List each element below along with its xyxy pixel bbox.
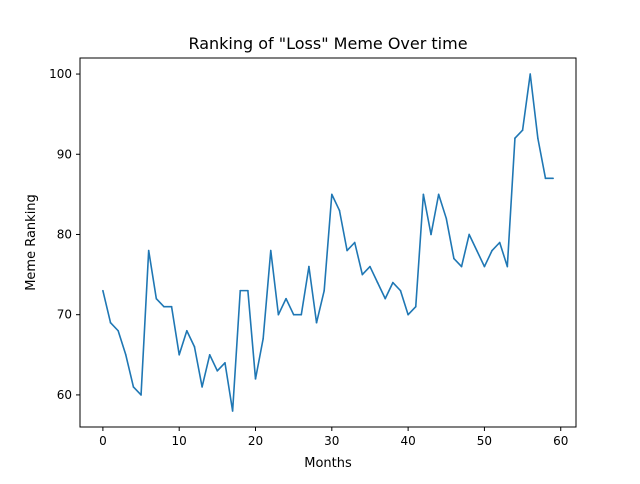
data-point: [491, 249, 493, 252]
data-point: [323, 289, 325, 292]
data-point: [498, 241, 501, 244]
data-point: [186, 329, 188, 332]
data-point: [468, 233, 470, 236]
data-point: [430, 233, 432, 236]
y-axis-label: Meme Ranking: [24, 194, 39, 291]
data-point: [155, 297, 158, 300]
data-point: [521, 129, 524, 131]
data-point: [102, 289, 104, 292]
data-point: [109, 321, 112, 324]
data-point: [384, 297, 387, 300]
y-tick-label: 60: [57, 388, 72, 402]
data-point: [132, 386, 135, 388]
x-tick-label: 10: [172, 434, 187, 448]
axes-frame: [79, 57, 577, 428]
data-point: [514, 137, 516, 140]
data-point: [338, 209, 341, 212]
data-point: [277, 313, 280, 316]
data-point: [163, 305, 165, 308]
data-point: [262, 337, 264, 340]
data-point: [445, 217, 448, 220]
series-line-0: [102, 73, 554, 412]
data-point: [140, 394, 142, 396]
data-point: [552, 177, 554, 180]
data-point: [147, 249, 150, 252]
data-point: [193, 345, 196, 348]
data-point: [178, 354, 180, 356]
x-tick-label: 60: [553, 434, 568, 448]
data-point: [285, 297, 287, 300]
data-point: [506, 265, 509, 268]
data-point: [247, 289, 249, 292]
x-tick-label: 50: [477, 434, 492, 448]
data-point: [331, 193, 333, 196]
data-point: [269, 249, 272, 252]
data-point: [422, 193, 425, 196]
data-point: [529, 73, 532, 75]
y-tick-label: 90: [57, 147, 72, 161]
chart-title: Ranking of "Loss" Meme Over time: [188, 34, 467, 53]
data-point: [292, 313, 295, 316]
data-point: [124, 354, 127, 356]
y-tick-label: 100: [49, 67, 72, 81]
data-point: [254, 378, 257, 380]
data-point: [308, 265, 310, 268]
x-axis-label: Months: [304, 456, 352, 471]
data-point: [315, 321, 318, 324]
data-point: [414, 305, 417, 308]
data-point: [353, 241, 356, 244]
data-point: [460, 265, 463, 268]
data-point: [483, 265, 486, 268]
data-point: [407, 313, 409, 316]
data-point: [300, 313, 303, 316]
x-tick-label: 0: [99, 434, 107, 448]
data-point: [537, 137, 539, 140]
data-point: [239, 289, 242, 292]
data-point: [453, 257, 455, 260]
y-tick-label: 80: [57, 227, 72, 241]
data-point: [392, 281, 394, 284]
data-point: [224, 362, 226, 364]
data-point: [544, 177, 547, 180]
data-point: [216, 370, 219, 372]
y-tick-label: 70: [57, 308, 72, 322]
data-point: [376, 281, 379, 284]
data-point: [201, 386, 203, 388]
data-point: [231, 410, 234, 412]
data-point: [361, 273, 364, 276]
data-point: [476, 249, 478, 252]
x-tick-label: 40: [400, 434, 415, 448]
data-point: [399, 289, 402, 292]
data-point: [346, 249, 348, 252]
data-point: [437, 193, 440, 196]
data-point: [369, 265, 371, 268]
data-point: [170, 305, 173, 308]
x-tick-label: 30: [324, 434, 339, 448]
x-tick-label: 20: [248, 434, 263, 448]
data-point: [117, 329, 119, 332]
data-point: [208, 354, 211, 356]
